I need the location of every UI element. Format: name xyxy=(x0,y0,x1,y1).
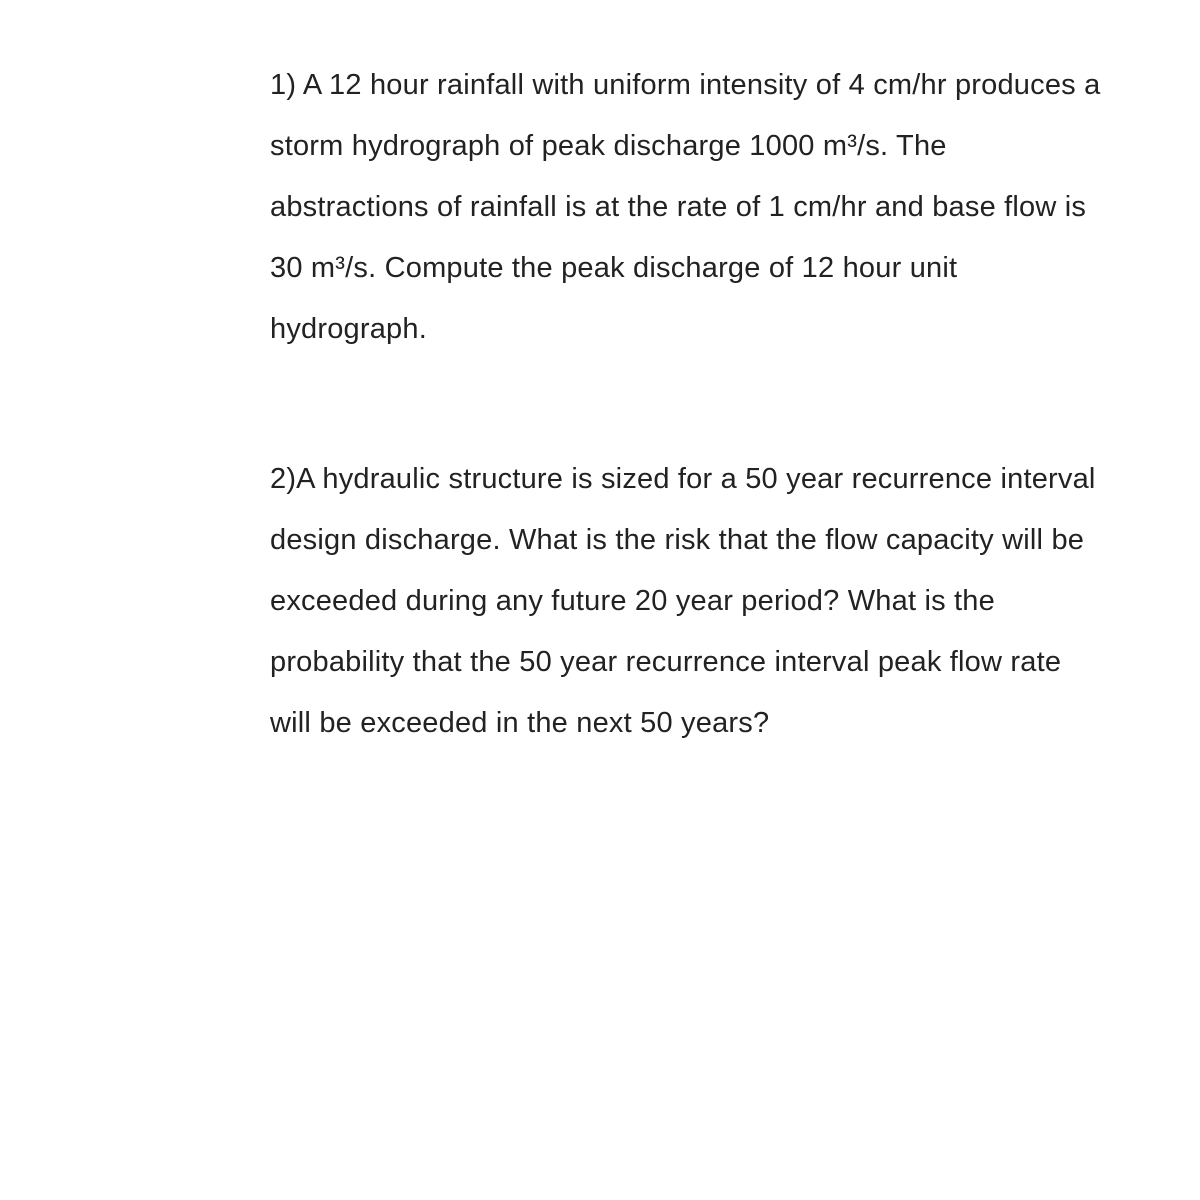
question-1-text: 1) A 12 hour rainfall with uniform inten… xyxy=(270,69,1100,345)
question-2-text: 2)A hydraulic structure is sized for a 5… xyxy=(270,463,1096,739)
question-1: 1) A 12 hour rainfall with uniform inten… xyxy=(270,55,1110,359)
question-2: 2)A hydraulic structure is sized for a 5… xyxy=(270,449,1110,753)
